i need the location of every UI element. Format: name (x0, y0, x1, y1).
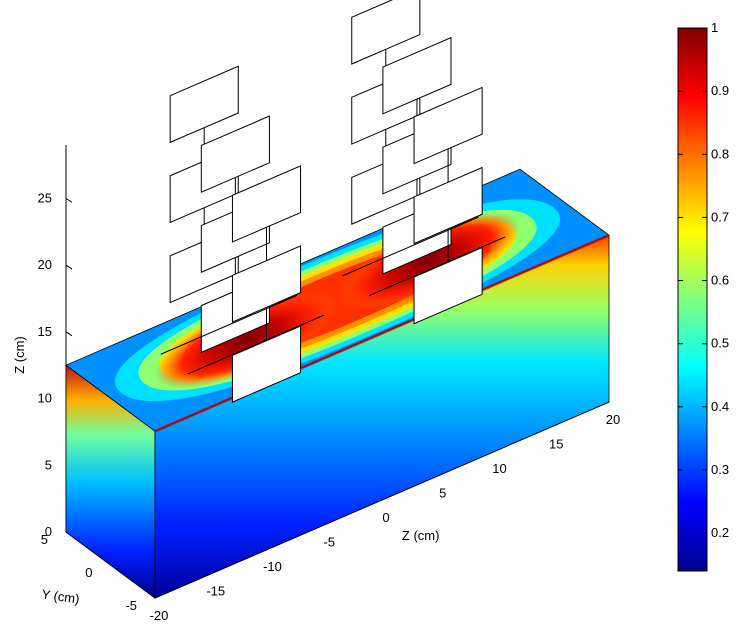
coil-rect (413, 86, 483, 165)
colorbar-tick-label: 0.3 (711, 462, 729, 477)
colorbar-tick-label: 0.5 (711, 336, 729, 351)
x-axis-label: Z (cm) (402, 528, 440, 543)
x-tick-label: -10 (263, 559, 282, 574)
coil-rect (169, 65, 239, 144)
x-tick-label: -20 (150, 608, 169, 623)
coil-wire (160, 294, 298, 355)
x-tick-label: 5 (439, 486, 446, 501)
z-tick-label: 10 (38, 391, 52, 406)
x-tick-label: -5 (323, 535, 335, 550)
z-tick-mark (65, 197, 73, 203)
x-tick-label: -15 (206, 584, 225, 599)
colorbar-tick-label: 0.9 (711, 83, 729, 98)
colorbar-tick-label: 0.8 (711, 146, 729, 161)
z-tick-mark (65, 331, 73, 337)
top-face-field (114, 199, 561, 402)
axis-labels: Z (cm) Z (cm) Y (cm) (12, 336, 439, 606)
x-tick-label: 0 (382, 510, 389, 525)
y-tick-label: 5 (41, 532, 48, 547)
y-tick-label: -5 (125, 598, 137, 613)
colorbar-tick-label: 0.2 (711, 525, 729, 540)
coil-wire (368, 236, 506, 297)
x-tick-label: 20 (606, 412, 620, 427)
colorbar-tick-label: 0.6 (711, 273, 729, 288)
coil-rect (231, 325, 302, 403)
coil-rect (413, 246, 483, 325)
coil-rect (200, 115, 270, 193)
z-tick-mark (65, 264, 73, 270)
colorbar-tick-label: 0.4 (711, 399, 729, 414)
x-tick-label: 15 (549, 437, 563, 452)
hotspot (336, 212, 520, 310)
z-axis-label: Z (cm) (12, 336, 27, 374)
z-tick-label: 15 (38, 324, 52, 339)
y-tick-label: 0 (85, 565, 92, 580)
coil-rect (231, 165, 302, 243)
colorbar-tick-label: 1 (711, 20, 718, 35)
x-tick-label: 10 (492, 461, 506, 476)
coil-rect (231, 245, 302, 323)
colorbar: 0.2 0.3 0.4 0.5 0.6 0.7 0.8 0.9 1 (677, 20, 729, 572)
volume-render (65, 168, 610, 599)
coil-rect (351, 0, 421, 65)
y-axis-label: Y (cm) (41, 586, 81, 606)
z-tick-label: 0 (45, 524, 52, 539)
hotspot (155, 290, 339, 389)
z-tick-label: 25 (38, 190, 52, 205)
coil-wire (342, 216, 479, 277)
z-tick-label: 5 (45, 457, 52, 472)
coil-rect (413, 166, 483, 245)
coil-arrays (160, 0, 506, 403)
colorbar-gradient (677, 27, 708, 572)
coil-rect (382, 36, 452, 115)
front-top-edge (154, 233, 610, 433)
colorbar-tick-label: 0.7 (711, 209, 729, 224)
z-tick-label: 20 (38, 257, 52, 272)
coil-wire (187, 314, 324, 375)
